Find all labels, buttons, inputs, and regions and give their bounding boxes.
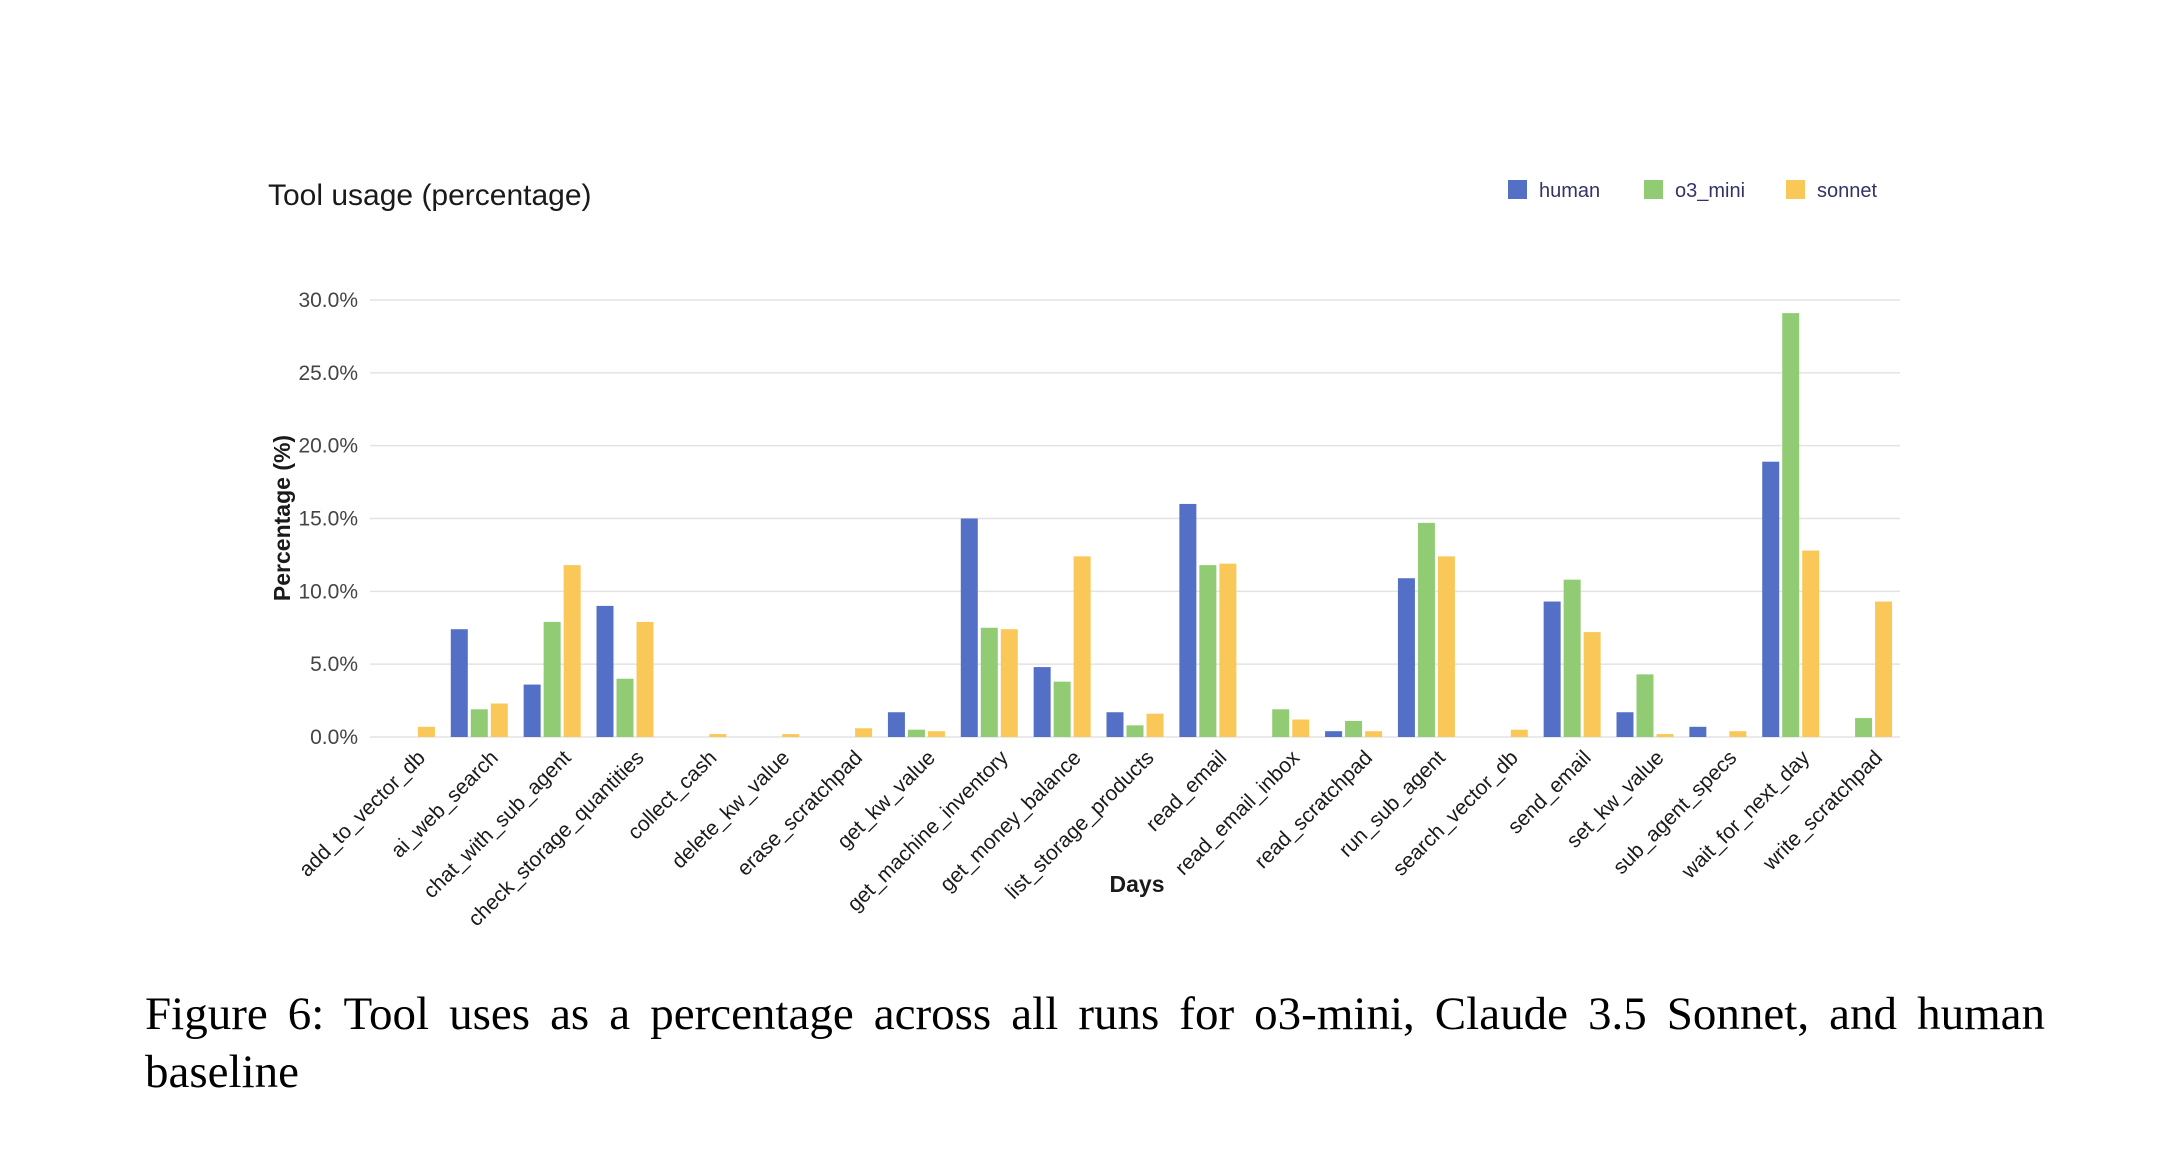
- y-tick-label: 20.0%: [298, 435, 358, 458]
- bar-human-get_machine_inventory: [960, 518, 978, 737]
- legend-swatch-sonnet: [1786, 180, 1805, 199]
- chart-legend: human o3_mini sonnet: [1508, 180, 1877, 202]
- bar-o3_mini-list_storage_products: [1126, 725, 1144, 737]
- x-tick-label: get_money_balance: [936, 746, 1086, 896]
- bar-o3_mini-chat_with_sub_agent: [543, 621, 561, 737]
- bar-sonnet-check_storage_quantities: [636, 621, 654, 737]
- bar-o3_mini-ai_web_search: [470, 709, 488, 737]
- x-tick-label: erase_scratchpad: [733, 746, 867, 880]
- bar-o3_mini-wait_for_next_day: [1782, 313, 1800, 737]
- legend-label-o3_mini: o3_mini: [1675, 180, 1745, 202]
- x-tick-label: add_to_vector_db: [295, 746, 430, 881]
- bar-sonnet-read_scratchpad: [1365, 731, 1383, 737]
- legend-swatch-o3_mini: [1644, 180, 1663, 199]
- bar-sonnet-write_scratchpad: [1875, 601, 1893, 737]
- x-axis-title: Days: [1110, 871, 1165, 897]
- bar-human-sub_agent_specs: [1689, 726, 1707, 737]
- y-axis-title: Percentage (%): [269, 435, 295, 601]
- bar-human-get_money_balance: [1033, 667, 1051, 737]
- bar-sonnet-chat_with_sub_agent: [563, 565, 581, 737]
- bar-sonnet-sub_agent_specs: [1729, 731, 1747, 737]
- x-tick-label: wait_for_next_day: [1677, 746, 1815, 884]
- legend-label-human: human: [1539, 180, 1600, 202]
- bar-human-run_sub_agent: [1397, 578, 1415, 737]
- bar-o3_mini-read_scratchpad: [1345, 720, 1363, 737]
- bar-sonnet-read_email_inbox: [1292, 719, 1310, 737]
- y-axis-ticks: 0.0% 5.0% 10.0% 15.0% 20.0% 25.0% 30.0%: [298, 289, 358, 749]
- bar-human-ai_web_search: [450, 629, 468, 737]
- bar-sonnet-delete_kw_value: [782, 734, 800, 737]
- bars: [417, 313, 1893, 737]
- legend-label-sonnet: sonnet: [1817, 180, 1877, 202]
- bar-human-check_storage_quantities: [596, 605, 614, 737]
- bar-sonnet-get_machine_inventory: [1000, 629, 1018, 737]
- bar-o3_mini-check_storage_quantities: [616, 678, 634, 737]
- bar-sonnet-get_money_balance: [1073, 556, 1091, 737]
- y-tick-label: 5.0%: [310, 653, 358, 676]
- x-tick-label: chat_with_sub_agent: [419, 746, 576, 903]
- bar-sonnet-set_kw_value: [1656, 734, 1674, 737]
- bar-human-get_kw_value: [887, 712, 905, 737]
- figure-caption: Figure 6: Tool uses as a percentage acro…: [145, 988, 2045, 1098]
- bar-sonnet-run_sub_agent: [1437, 556, 1455, 737]
- bar-sonnet-ai_web_search: [490, 703, 508, 737]
- bar-o3_mini-get_money_balance: [1053, 681, 1071, 737]
- chart-title: Tool usage (percentage): [268, 179, 592, 212]
- bar-human-set_kw_value: [1616, 712, 1634, 737]
- bar-sonnet-erase_scratchpad: [855, 728, 873, 737]
- bar-human-send_email: [1543, 601, 1561, 737]
- x-axis-labels: add_to_vector_dbai_web_searchchat_with_s…: [295, 746, 1887, 931]
- bar-o3_mini-set_kw_value: [1636, 674, 1654, 737]
- bar-o3_mini-get_kw_value: [907, 729, 925, 737]
- y-tick-label: 15.0%: [298, 508, 358, 531]
- bar-human-read_email: [1179, 503, 1197, 737]
- y-tick-label: 10.0%: [298, 580, 358, 603]
- bar-sonnet-collect_cash: [709, 734, 727, 737]
- bar-o3_mini-get_machine_inventory: [980, 627, 998, 737]
- y-tick-label: 0.0%: [310, 726, 358, 749]
- y-tick-label: 30.0%: [298, 289, 358, 312]
- x-tick-label: search_vector_db: [1389, 746, 1523, 880]
- legend-swatch-human: [1508, 180, 1527, 199]
- bar-human-read_scratchpad: [1325, 731, 1343, 737]
- bar-o3_mini-read_email_inbox: [1272, 709, 1290, 737]
- bar-sonnet-list_storage_products: [1146, 713, 1164, 737]
- bar-o3_mini-run_sub_agent: [1417, 522, 1435, 737]
- y-tick-label: 25.0%: [298, 362, 358, 385]
- bar-human-chat_with_sub_agent: [523, 684, 541, 737]
- bar-sonnet-read_email: [1219, 563, 1237, 737]
- bar-sonnet-search_vector_db: [1510, 729, 1528, 737]
- bar-sonnet-wait_for_next_day: [1802, 550, 1820, 737]
- bar-sonnet-send_email: [1583, 632, 1601, 737]
- bar-human-wait_for_next_day: [1762, 461, 1780, 737]
- bar-human-list_storage_products: [1106, 712, 1124, 737]
- x-tick-label: read_email_inbox: [1171, 746, 1305, 880]
- x-tick-label: sub_agent_specs: [1609, 746, 1742, 879]
- bar-sonnet-get_kw_value: [927, 731, 945, 737]
- bar-o3_mini-write_scratchpad: [1855, 718, 1873, 737]
- bar-sonnet-add_to_vector_db: [417, 726, 435, 737]
- bar-o3_mini-read_email: [1199, 565, 1217, 737]
- bar-o3_mini-send_email: [1563, 579, 1581, 737]
